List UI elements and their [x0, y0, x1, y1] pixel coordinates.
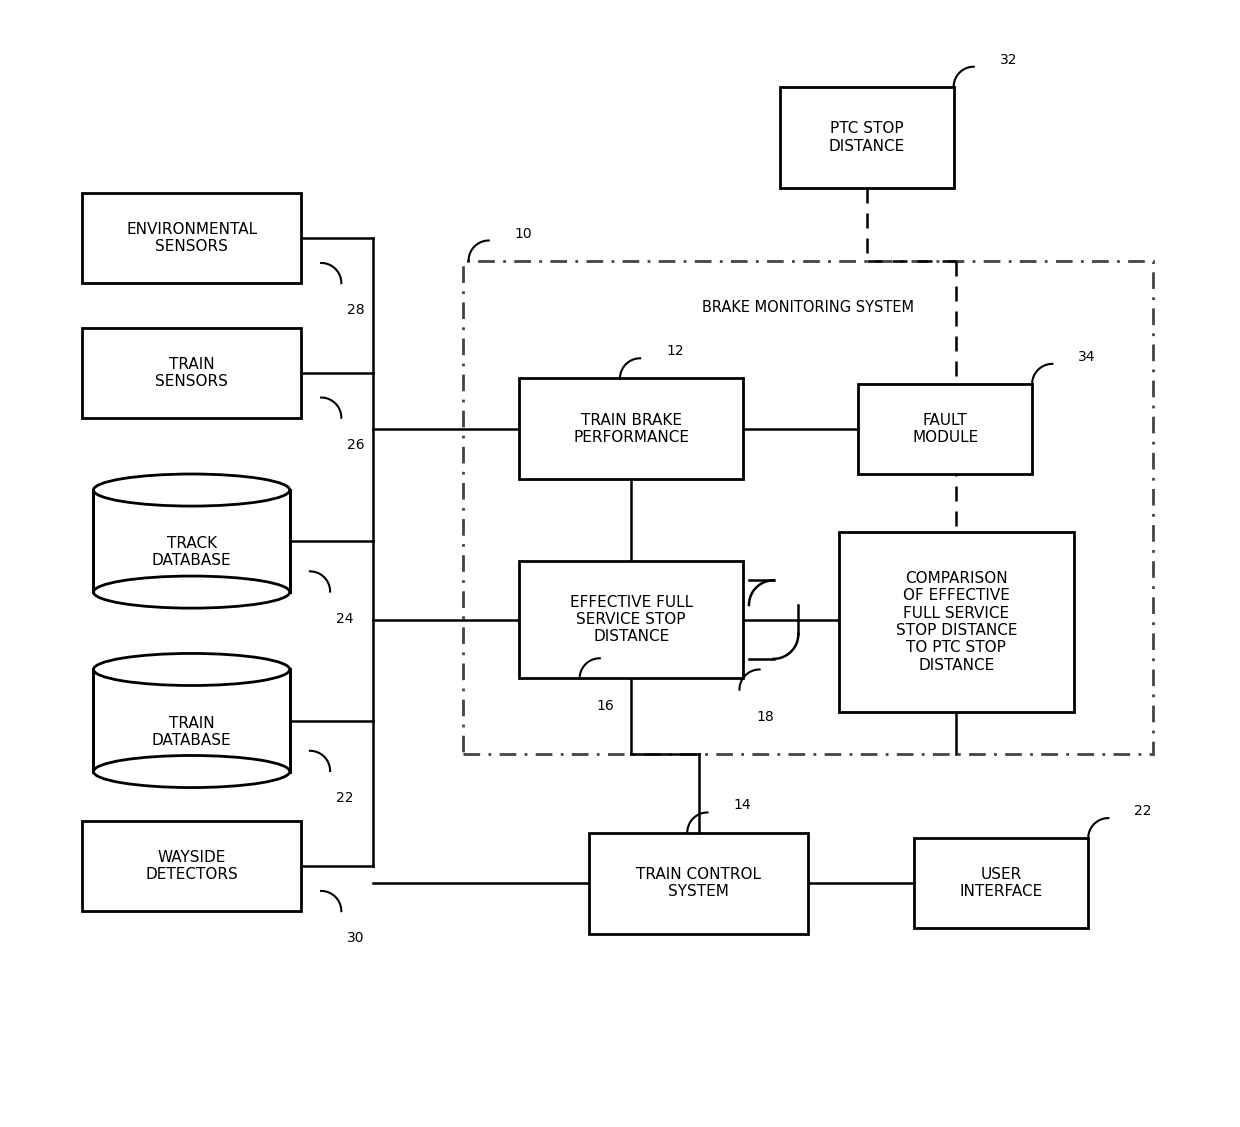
Text: TRAIN CONTROL
SYSTEM: TRAIN CONTROL SYSTEM: [636, 867, 761, 899]
Text: BRAKE MONITORING SYSTEM: BRAKE MONITORING SYSTEM: [702, 300, 914, 314]
FancyBboxPatch shape: [93, 669, 290, 772]
Text: 12: 12: [666, 344, 683, 358]
Text: 24: 24: [336, 612, 353, 625]
Text: USER
INTERFACE: USER INTERFACE: [960, 867, 1043, 899]
FancyBboxPatch shape: [82, 328, 301, 418]
FancyBboxPatch shape: [838, 532, 1074, 711]
Text: 26: 26: [347, 438, 365, 452]
FancyBboxPatch shape: [463, 260, 1153, 754]
Text: 22: 22: [336, 791, 353, 805]
Text: 18: 18: [756, 710, 774, 724]
Text: 10: 10: [515, 227, 532, 240]
FancyBboxPatch shape: [914, 838, 1089, 928]
Text: 22: 22: [1135, 804, 1152, 818]
Text: TRAIN
SENSORS: TRAIN SENSORS: [155, 356, 228, 389]
FancyBboxPatch shape: [858, 384, 1032, 473]
FancyBboxPatch shape: [82, 194, 301, 283]
FancyBboxPatch shape: [780, 87, 954, 188]
Text: ENVIRONMENTAL
SENSORS: ENVIRONMENTAL SENSORS: [126, 222, 257, 255]
Ellipse shape: [93, 576, 290, 609]
Text: TRACK
DATABASE: TRACK DATABASE: [151, 536, 232, 568]
Text: 32: 32: [999, 53, 1017, 66]
Text: WAYSIDE
DETECTORS: WAYSIDE DETECTORS: [145, 850, 238, 882]
Text: 28: 28: [347, 303, 365, 318]
Text: TRAIN BRAKE
PERFORMANCE: TRAIN BRAKE PERFORMANCE: [573, 412, 689, 445]
FancyBboxPatch shape: [520, 561, 743, 678]
Text: EFFECTIVE FULL
SERVICE STOP
DISTANCE: EFFECTIVE FULL SERVICE STOP DISTANCE: [569, 595, 693, 645]
Text: 34: 34: [1078, 349, 1096, 364]
Text: 16: 16: [596, 699, 614, 712]
Text: FAULT
MODULE: FAULT MODULE: [913, 412, 978, 445]
Text: 14: 14: [733, 798, 751, 813]
FancyBboxPatch shape: [520, 379, 743, 479]
Ellipse shape: [93, 755, 290, 788]
Text: COMPARISON
OF EFFECTIVE
FULL SERVICE
STOP DISTANCE
TO PTC STOP
DISTANCE: COMPARISON OF EFFECTIVE FULL SERVICE STO…: [895, 570, 1017, 673]
Text: PTC STOP
DISTANCE: PTC STOP DISTANCE: [828, 121, 905, 153]
FancyBboxPatch shape: [589, 833, 807, 933]
Ellipse shape: [93, 654, 290, 685]
FancyBboxPatch shape: [82, 822, 301, 911]
FancyBboxPatch shape: [93, 490, 290, 592]
Ellipse shape: [93, 474, 290, 506]
Text: TRAIN
DATABASE: TRAIN DATABASE: [151, 716, 232, 748]
Text: 30: 30: [347, 931, 365, 946]
